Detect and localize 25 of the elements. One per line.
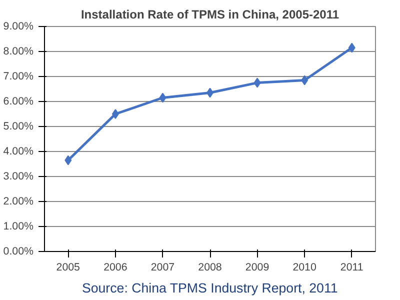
- y-tick-label: 9.00%: [3, 20, 34, 32]
- x-tick-label: 2008: [198, 262, 222, 274]
- x-tick-label: 2005: [56, 262, 80, 274]
- y-tick-label: 5.00%: [3, 120, 34, 132]
- y-tick-label: 0.00%: [3, 246, 34, 258]
- x-tick-label: 2007: [150, 262, 175, 274]
- point: [64, 155, 72, 166]
- x-tick-label: 2009: [245, 262, 270, 274]
- source-note: Source: China TPMS Industry Report, 2011: [82, 280, 338, 296]
- y-tick-label: 4.00%: [3, 146, 34, 158]
- point: [348, 42, 356, 53]
- point: [301, 75, 308, 86]
- x-tick-label: 2011: [340, 262, 364, 274]
- x-tick-label: 2006: [104, 262, 128, 274]
- chart-title: Installation Rate of TPMS in China, 2005-2011: [80, 8, 340, 22]
- point: [112, 109, 119, 119]
- x-tick-label: 2010: [292, 262, 316, 274]
- y-tick-label: 1.00%: [3, 220, 34, 232]
- y-tick-label: 6.00%: [3, 96, 34, 108]
- y-tick-label: 3.00%: [3, 170, 34, 182]
- y-tick-label: 2.00%: [3, 196, 34, 208]
- point: [254, 78, 261, 88]
- point: [159, 92, 166, 103]
- y-tick-label: 7.00%: [3, 70, 34, 82]
- y-tick-label: 8.00%: [3, 46, 34, 58]
